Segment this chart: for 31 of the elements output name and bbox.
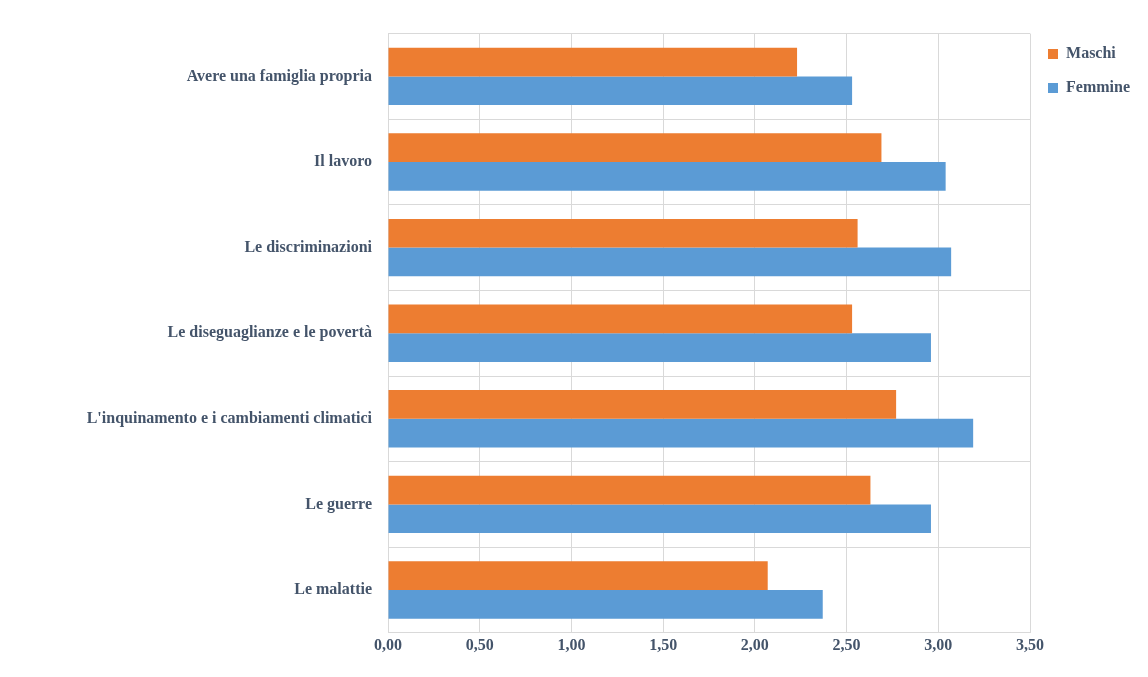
x-tick-label: 0,50 bbox=[465, 635, 494, 653]
bar bbox=[388, 162, 946, 191]
x-tick-label: 2,00 bbox=[740, 635, 769, 653]
x-tick-label: 1,50 bbox=[649, 635, 678, 653]
x-tick-label: 1,00 bbox=[557, 635, 586, 653]
bar bbox=[388, 333, 931, 362]
x-tick-label: 3,00 bbox=[924, 635, 953, 653]
bar bbox=[388, 247, 952, 277]
x-tick-label: 0,00 bbox=[374, 635, 402, 653]
bar bbox=[388, 561, 768, 590]
bar bbox=[388, 418, 974, 448]
y-tick-label: L'inquinamento e i cambiamenti climatici bbox=[86, 408, 373, 427]
bar bbox=[388, 47, 798, 77]
y-tick-label: Le malattie bbox=[294, 580, 372, 598]
legend-label: Maschi bbox=[1066, 44, 1117, 62]
bar bbox=[388, 304, 853, 334]
legend-label: Femmine bbox=[1066, 78, 1131, 96]
bar bbox=[388, 390, 897, 419]
x-tick-label: 3,50 bbox=[1016, 635, 1045, 653]
bar bbox=[388, 218, 858, 248]
y-tick-label: Avere una famiglia propria bbox=[186, 66, 372, 85]
bar bbox=[388, 76, 853, 106]
bar bbox=[388, 475, 871, 505]
y-tick-label: Le guerre bbox=[305, 494, 372, 513]
x-tick-label: 2,50 bbox=[832, 635, 861, 653]
bar bbox=[388, 590, 823, 619]
y-tick-label: Le diseguaglianze e le povertà bbox=[167, 323, 372, 342]
y-tick-label: Il lavoro bbox=[314, 152, 372, 170]
bar bbox=[388, 504, 931, 534]
bar bbox=[388, 133, 882, 162]
y-tick-label: Le discriminazioni bbox=[244, 237, 373, 255]
